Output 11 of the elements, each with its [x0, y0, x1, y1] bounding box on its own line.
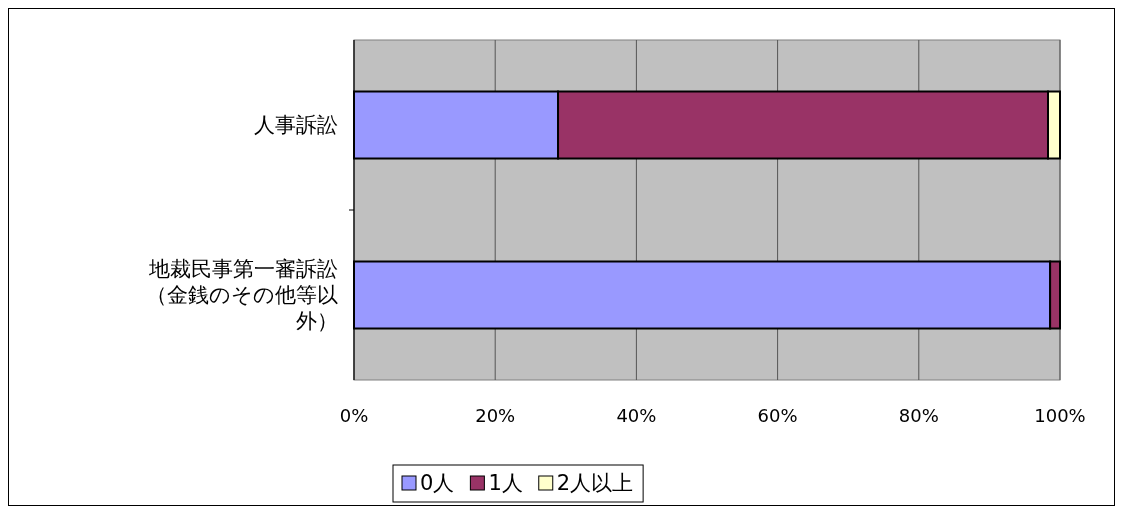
legend-label: 2人以上 — [556, 471, 634, 495]
x-tick-label: 60% — [757, 405, 798, 426]
x-tick-label: 40% — [616, 405, 657, 426]
x-tick-label: 20% — [475, 405, 516, 426]
x-tick-label: 0% — [339, 405, 369, 426]
x-tick-label: 80% — [898, 405, 939, 426]
y-tick-label: 地裁民事第一審訴訟（金銭のその他等以外） — [146, 257, 338, 333]
y-tick-label: 人事訴訟 — [254, 113, 338, 137]
legend-label: 0人 — [420, 471, 455, 495]
x-tick-label: 100% — [1034, 405, 1086, 426]
legend-label: 1人 — [488, 471, 523, 495]
